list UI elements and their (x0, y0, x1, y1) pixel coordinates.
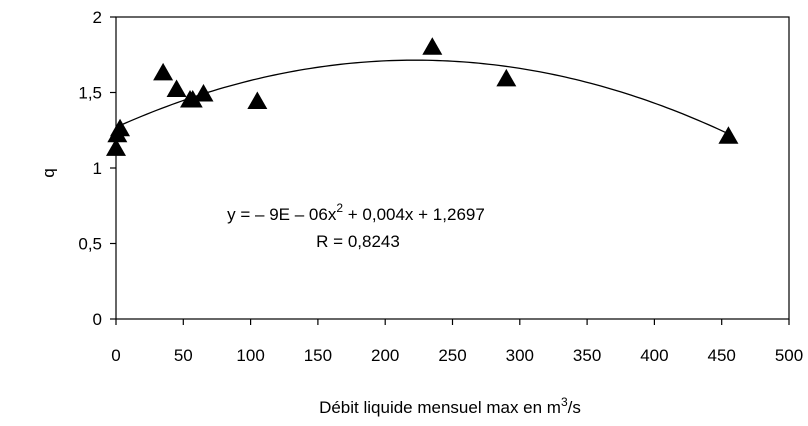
x-axis-title: Débit liquide mensuel max en m3/s (319, 395, 581, 417)
x-tick-label: 350 (573, 346, 601, 365)
x-axis: 0 50 100 150 200 250 300 350 400 450 500 (111, 319, 803, 365)
equation-label: y = – 9E – 06x2 + 0,004x + 1,2697 (227, 201, 485, 224)
data-point-triangle (182, 90, 203, 108)
x-tick-label: 0 (111, 346, 120, 365)
x-tick-label: 200 (371, 346, 399, 365)
data-point-triangle (106, 138, 126, 156)
x-tick-label: 450 (708, 346, 736, 365)
y-tick-label: 2 (93, 8, 102, 27)
y-tick-label: 0 (93, 310, 102, 329)
y-tick-label: 1,5 (78, 84, 102, 103)
r-value-label: R = 0,8243 (316, 232, 400, 251)
y-tick-label: 1 (93, 159, 102, 178)
plot-area (115, 16, 790, 320)
data-point-triangle (153, 62, 174, 81)
x-tick-label: 100 (236, 346, 264, 365)
x-tick-label: 50 (174, 346, 193, 365)
data-point-triangle (718, 126, 739, 144)
y-axis: 0 0,5 1 1,5 2 (78, 8, 116, 329)
x-tick-label: 500 (775, 346, 803, 365)
data-point-triangle (422, 37, 443, 55)
data-point-triangle (166, 79, 187, 97)
y-tick-label: 0,5 (78, 235, 102, 254)
data-points (106, 37, 739, 156)
data-point-triangle (110, 118, 131, 137)
data-point-triangle (496, 68, 517, 87)
x-tick-label: 300 (506, 346, 534, 365)
x-tick-label: 250 (438, 346, 466, 365)
x-tick-label: 400 (640, 346, 668, 365)
data-point-triangle (193, 84, 214, 102)
data-point-triangle (247, 91, 268, 110)
x-tick-label: 150 (304, 346, 332, 365)
y-axis-title: b (41, 168, 60, 177)
trendline (115, 59, 729, 135)
